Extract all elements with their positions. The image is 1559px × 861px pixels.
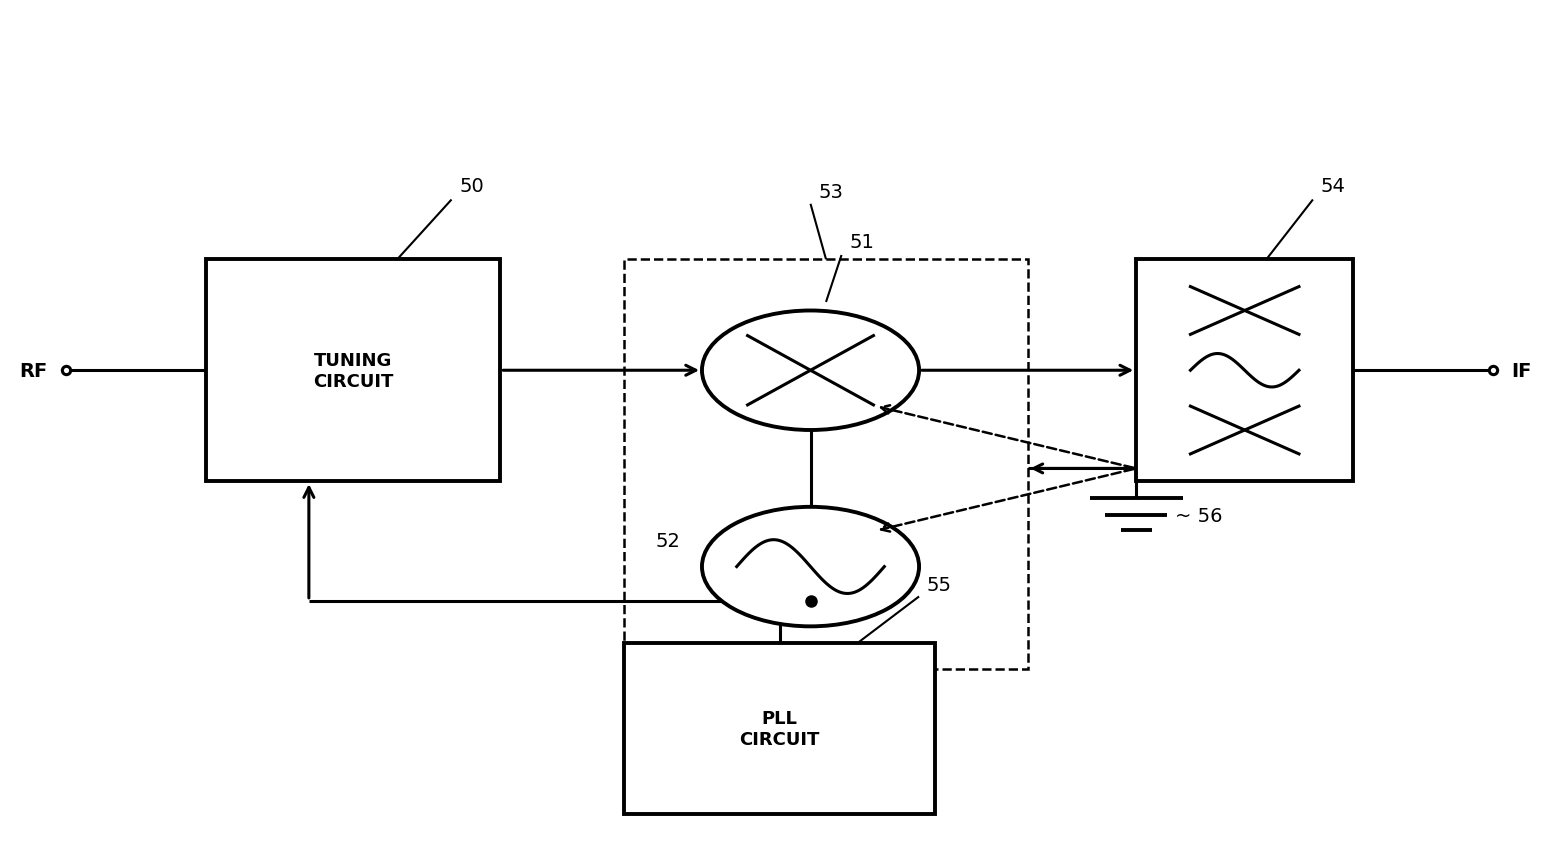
Bar [1137, 260, 1353, 481]
Text: 55: 55 [926, 575, 953, 594]
Text: 54: 54 [1320, 177, 1345, 196]
Text: 51: 51 [850, 232, 875, 251]
Text: ~ 56: ~ 56 [1175, 506, 1222, 525]
Text: PLL
CIRCUIT: PLL CIRCUIT [739, 709, 820, 748]
Text: 50: 50 [460, 177, 483, 196]
Circle shape [702, 311, 920, 430]
Circle shape [702, 507, 920, 627]
Text: RF: RF [19, 362, 48, 381]
Bar [625, 260, 1027, 669]
Text: TUNING
CIRCUIT: TUNING CIRCUIT [313, 351, 393, 390]
Bar [625, 644, 934, 815]
Bar [206, 260, 500, 481]
Text: IF: IF [1511, 362, 1532, 381]
Text: 53: 53 [818, 183, 843, 202]
Text: 52: 52 [655, 532, 680, 551]
